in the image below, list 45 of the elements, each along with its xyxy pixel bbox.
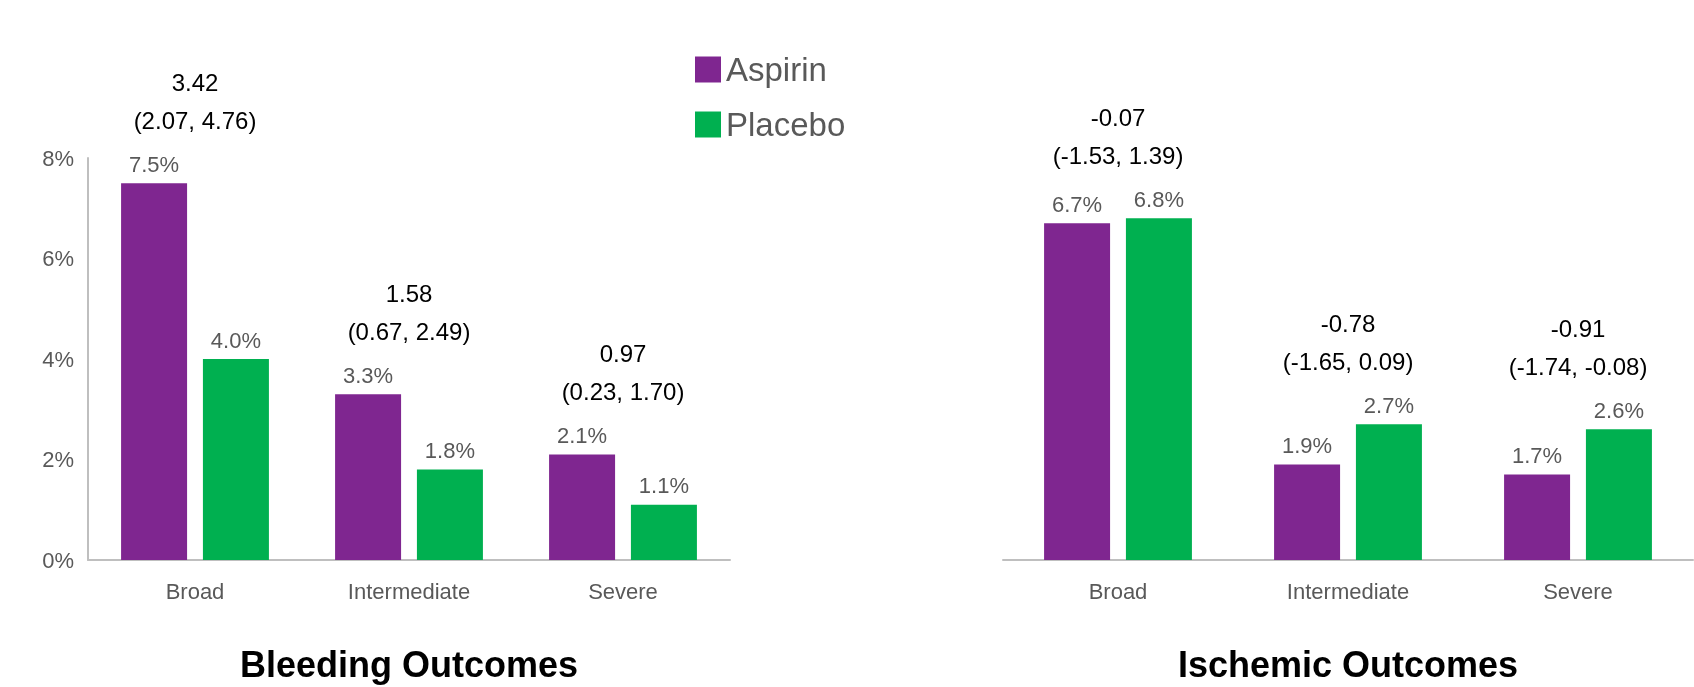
annotation: -0.91 (-1.74, -0.08) — [1508, 314, 1648, 380]
x-tick-label: Broad — [165, 578, 225, 604]
x-tick-label: Severe — [588, 578, 658, 604]
x-tick-label: Intermediate — [347, 578, 471, 604]
annotation: -0.78 (-1.65, 0.09) — [1282, 309, 1414, 375]
bar — [335, 394, 402, 560]
x-axis-title: Ischemic Outcomes — [1177, 643, 1519, 685]
bar — [630, 504, 697, 560]
bar — [1125, 218, 1192, 560]
bar — [202, 359, 269, 560]
data-label: 6.8% — [1133, 186, 1184, 212]
data-label: 1.8% — [424, 438, 475, 464]
bar — [1355, 424, 1422, 560]
x-tick-label: Broad — [1088, 578, 1148, 604]
y-tick-label: 8% — [42, 145, 74, 171]
annotation: -0.07 (-1.53, 1.39) — [1052, 103, 1184, 169]
data-label: 6.7% — [1052, 191, 1103, 217]
data-label: 4.0% — [210, 327, 261, 353]
legend-label: Placebo — [726, 106, 846, 143]
bar — [1044, 223, 1111, 560]
bar — [121, 183, 188, 560]
x-axis-title: Bleeding Outcomes — [239, 643, 579, 685]
bar — [1585, 429, 1652, 560]
annotation: 1.58 (0.67, 2.49) — [347, 279, 471, 345]
bar — [416, 469, 483, 560]
bar — [1274, 464, 1341, 560]
y-tick-label: 6% — [42, 246, 74, 271]
bar — [1504, 474, 1571, 560]
y-tick-label: 0% — [42, 547, 74, 573]
y-tick-label: 4% — [42, 346, 74, 372]
x-tick-label: Severe — [1543, 578, 1613, 604]
text: 3.42 (2.07, 4.76) — [133, 68, 257, 134]
annotation: 0.97 (0.23, 1.70) — [561, 339, 685, 405]
x-tick-label: Intermediate — [1286, 578, 1410, 604]
y-tick-label: 2% — [42, 447, 74, 472]
data-label: 2.7% — [1363, 392, 1414, 418]
bar — [549, 454, 616, 560]
data-label: 1.1% — [638, 473, 689, 499]
data-label: 2.1% — [557, 422, 608, 448]
data-label: 7.5% — [129, 151, 180, 177]
data-label: 3.3% — [343, 362, 394, 388]
data-label: 1.9% — [1282, 433, 1333, 459]
data-label: 2.6% — [1593, 397, 1644, 423]
legend-label: Aspirin — [726, 51, 827, 88]
data-label: 1.7% — [1512, 443, 1563, 469]
